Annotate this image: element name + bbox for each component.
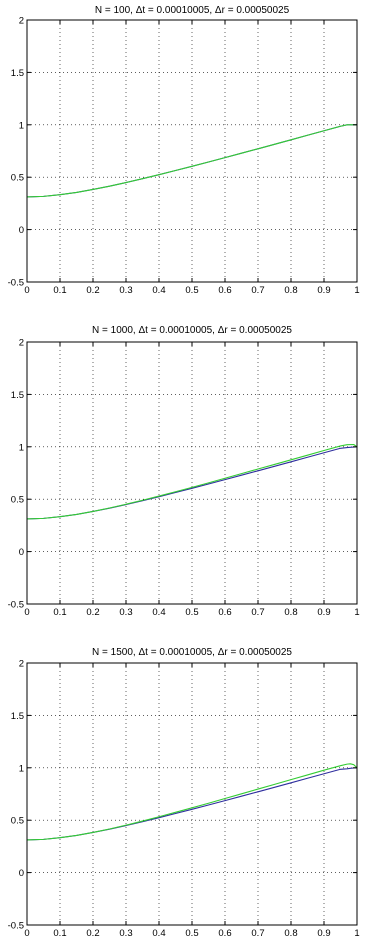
chart-2-x-tick-label: 0.7 <box>251 607 264 618</box>
chart-1-x-tick-label: 0.2 <box>86 285 99 296</box>
chart-2-x-tick-label: 0.1 <box>53 607 66 618</box>
chart-2-y-tick-label: -0.5 <box>8 600 24 611</box>
chart-3-x-tick-label: 0.5 <box>185 928 198 939</box>
chart-2-y-tick-label: 1 <box>19 442 24 453</box>
chart-1-x-ticks: 0 0.1 0.2 0.3 0.4 0.5 0.6 0.7 0.8 0.9 1 <box>24 20 360 296</box>
chart-2-y-ticks: -0.5 0 0.5 1 1.5 2 <box>8 338 357 611</box>
chart-2-x-tick-label: 1 <box>354 607 359 618</box>
chart-3-x-tick-label: 0 <box>24 928 29 939</box>
chart-1-y-tick-label: 0 <box>19 225 24 236</box>
chart-3-y-tick-label: 0.5 <box>11 816 24 827</box>
chart-panel-2: N = 1000, Δt = 0.00010005, Δr = 0.000500… <box>8 325 360 618</box>
chart-1-x-tick-label: 0.4 <box>152 285 165 296</box>
chart-3-y-tick-label: -0.5 <box>8 921 24 932</box>
chart-3-title: N = 1500, Δt = 0.00010005, Δr = 0.000500… <box>92 647 292 658</box>
chart-1-series-2-line <box>26 124 357 198</box>
chart-1-x-tick-label: 0.1 <box>53 285 66 296</box>
chart-1-x-tick-label: 0.9 <box>317 285 330 296</box>
chart-1-y-tick-label: 1 <box>19 120 24 131</box>
chart-2-x-tick-label: 0 <box>24 607 29 618</box>
chart-3-y-tick-label: 2 <box>19 659 24 670</box>
chart-2-x-tick-label: 0.9 <box>317 607 330 618</box>
chart-1-y-tick-label: 1.5 <box>11 68 24 79</box>
chart-1-title: N = 100, Δt = 0.00010005, Δr = 0.0005002… <box>95 5 290 16</box>
chart-2-x-tick-label: 0.3 <box>119 607 132 618</box>
chart-1-x-tick-label: 0.3 <box>119 285 132 296</box>
chart-3-y-tick-label: 1 <box>19 763 24 774</box>
chart-1-x-tick-label: 0.5 <box>185 285 198 296</box>
chart-1-series <box>26 124 357 198</box>
chart-3-x-tick-label: 0.2 <box>86 928 99 939</box>
chart-3-y-tick-label: 0 <box>19 868 24 879</box>
chart-3-x-tick-label: 0.6 <box>218 928 231 939</box>
chart-1-x-tick-label: 0.8 <box>284 285 297 296</box>
chart-2-y-tick-label: 0 <box>19 547 24 558</box>
chart-3-x-tick-label: 0.4 <box>152 928 165 939</box>
chart-2-x-tick-label: 0.6 <box>218 607 231 618</box>
chart-2-title: N = 1000, Δt = 0.00010005, Δr = 0.000500… <box>92 325 292 336</box>
chart-2-x-tick-label: 0.2 <box>86 607 99 618</box>
chart-1-y-tick-label: 2 <box>19 16 24 27</box>
chart-2-x-tick-label: 0.5 <box>185 607 198 618</box>
chart-1-y-tick-label: 0.5 <box>11 173 24 184</box>
chart-1-y-ticks: -0.5 0 0.5 1 1.5 2 <box>8 16 357 289</box>
chart-3-series <box>26 763 358 841</box>
chart-2-x-tick-label: 0.4 <box>152 607 165 618</box>
chart-3-y-tick-label: 1.5 <box>11 711 24 722</box>
chart-3-x-tick-label: 0.9 <box>317 928 330 939</box>
chart-3-x-tick-label: 0.3 <box>119 928 132 939</box>
chart-2-x-tick-label: 0.8 <box>284 607 297 618</box>
chart-1-x-tick-label: 0.6 <box>218 285 231 296</box>
chart-3-series-2-line <box>26 763 358 841</box>
chart-1-x-tick-label: 1 <box>354 285 359 296</box>
chart-2-y-tick-label: 1.5 <box>11 390 24 401</box>
chart-2-series <box>26 443 358 520</box>
chart-panel-3: N = 1500, Δt = 0.00010005, Δr = 0.000500… <box>8 647 360 939</box>
chart-3-x-tick-label: 1 <box>354 928 359 939</box>
chart-1-x-tick-label: 0 <box>24 285 29 296</box>
chart-2-series-2-line <box>26 443 358 520</box>
chart-3-y-ticks: -0.5 0 0.5 1 1.5 2 <box>8 659 357 932</box>
chart-panel-1: N = 100, Δt = 0.00010005, Δr = 0.0005002… <box>8 5 360 296</box>
chart-2-y-tick-label: 0.5 <box>11 495 24 506</box>
chart-3-x-ticks: 0 0.1 0.2 0.3 0.4 0.5 0.6 0.7 0.8 0.9 1 <box>24 663 360 939</box>
chart-3-x-tick-label: 0.8 <box>284 928 297 939</box>
chart-1-y-tick-label: -0.5 <box>8 278 24 289</box>
chart-2-y-tick-label: 2 <box>19 338 24 349</box>
chart-3-x-tick-label: 0.7 <box>251 928 264 939</box>
chart-3-x-tick-label: 0.1 <box>53 928 66 939</box>
chart-1-x-tick-label: 0.7 <box>251 285 264 296</box>
chart-2-x-ticks: 0 0.1 0.2 0.3 0.4 0.5 0.6 0.7 0.8 0.9 1 <box>24 342 360 618</box>
